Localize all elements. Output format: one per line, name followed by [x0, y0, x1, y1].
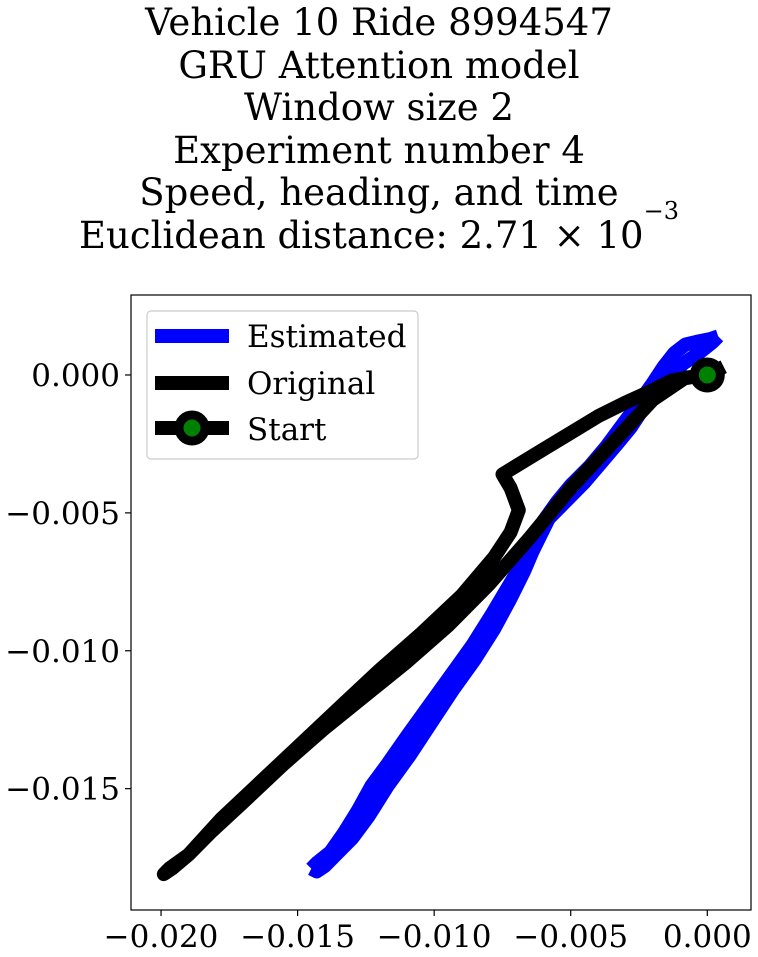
x-tick-label: 0.000 — [663, 919, 752, 955]
y-tick-label: −0.010 — [5, 634, 120, 670]
y-tick-label: 0.000 — [31, 358, 120, 394]
title-metric-prefix: Euclidean distance: 2.71 × 10 — [79, 213, 644, 257]
axis-ticks: −0.020 −0.015 −0.010 −0.005 0.000 0.000 −0.005… — [5, 358, 751, 955]
title-line-4: Experiment number 4 — [173, 128, 585, 172]
start-point-marker — [689, 357, 725, 393]
title-line-3: Window size 2 — [244, 86, 514, 130]
x-tick-label: −0.015 — [240, 919, 355, 955]
legend-label-original: Original — [247, 366, 375, 402]
legend-label-start: Start — [247, 412, 327, 448]
title-line-metric: Euclidean distance: 2.71 × 10−3 — [0, 199, 758, 258]
plot-area-frame — [130, 294, 752, 911]
title-line-5: Speed, heading, and time — [139, 171, 619, 215]
legend: Estimated Original Start — [146, 310, 419, 460]
plot-series-layer — [156, 329, 727, 882]
series-original-line-2 — [156, 360, 727, 882]
title-line-2: GRU Attention model — [178, 43, 580, 87]
y-tick-label: −0.015 — [5, 772, 120, 808]
title-line-1: Vehicle 10 Ride 8994547 — [145, 1, 613, 44]
y-tick-label: −0.005 — [5, 496, 120, 532]
x-tick-label: −0.020 — [104, 919, 219, 955]
title-metric-exponent: −3 — [643, 196, 679, 225]
legend-label-estimated: Estimated — [247, 319, 406, 355]
x-tick-label: −0.010 — [377, 919, 492, 955]
legend-start-marker — [174, 410, 210, 446]
x-tick-label: −0.005 — [513, 919, 628, 955]
chart-title: Vehicle 10 Ride 8994547 GRU Attention mo… — [0, 1, 758, 258]
